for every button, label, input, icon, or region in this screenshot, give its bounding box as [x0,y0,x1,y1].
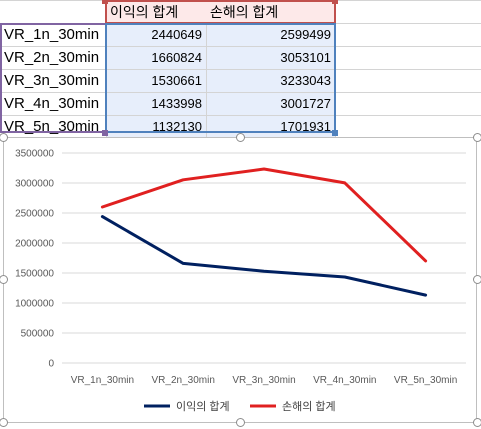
header-cell-loss[interactable]: 손해의 합계 [206,1,335,23]
x-axis-tick-labels: VR_1n_30min VR_2n_30min VR_3n_30min VR_4n_3… [71,375,458,386]
chart-resize-handle[interactable] [236,133,245,142]
header-cell-profit[interactable]: 이익의 합계 [106,1,206,23]
y-tick-label: 3000000 [15,179,54,190]
y-tick-label: 2000000 [15,239,54,250]
grid-line [0,92,481,93]
y-tick-label: 0 [48,359,54,370]
range-resize-handle[interactable] [332,130,338,136]
row-label-cell[interactable]: VR_3n_30min [4,72,100,89]
legend-label: 손해의 합계 [282,399,336,413]
value-range-highlight [105,23,336,133]
range-resize-handle[interactable] [102,0,108,4]
spreadsheet-range: 이익의 합계 손해의 합계 VR_1n_30min VR_2n_30min VR… [0,0,481,140]
profit-value-cell[interactable]: 1660824 [107,47,206,69]
y-tick-label: 1000000 [15,299,54,310]
grid-line [0,69,481,70]
profit-value-cell[interactable]: 1433998 [107,93,206,115]
row-label-cell[interactable]: VR_4n_30min [4,95,100,112]
row-label-cell[interactable]: VR_2n_30min [4,49,100,66]
range-resize-handle[interactable] [332,0,338,4]
x-tick-label: VR_2n_30min [152,375,215,386]
y-tick-label: 500000 [21,329,55,340]
grid-line [0,46,481,47]
category-range-highlight [0,23,107,133]
x-tick-label: VR_4n_30min [313,375,376,386]
row-label-cell[interactable]: VR_5n_30min [4,118,100,135]
loss-value-cell[interactable]: 3001727 [207,93,335,115]
series-line-1[interactable] [100,215,428,297]
grid-line [0,115,481,116]
y-axis-tick-labels: 0 500000 1000000 1500000 2000000 2500000 30000… [15,149,54,370]
loss-value-cell[interactable]: 3053101 [207,47,335,69]
y-tick-label: 2500000 [15,209,54,220]
chart-resize-handle[interactable] [473,275,481,284]
x-tick-label: VR_1n_30min [71,375,134,386]
y-tick-label: 1500000 [15,269,54,280]
series-line-2[interactable] [100,167,428,263]
chart-area[interactable]: 0 500000 1000000 1500000 2000000 2500000 30000… [3,137,477,423]
line-chart: 0 500000 1000000 1500000 2000000 2500000 30000… [15,149,466,413]
chart-resize-handle[interactable] [0,133,8,142]
row-label-cell[interactable]: VR_1n_30min [4,26,100,43]
y-tick-label: 3500000 [15,149,54,160]
chart-legend: 이익의 합계 손해의 합계 [144,399,336,413]
range-resize-handle[interactable] [102,130,108,136]
chart-series [100,167,428,297]
series-name-range-highlight [105,0,336,24]
x-tick-label: VR_5n_30min [394,375,457,386]
x-tick-label: VR_3n_30min [232,375,295,386]
chart-gridlines [62,152,466,364]
profit-value-cell[interactable]: 1530661 [107,70,206,92]
profit-value-cell[interactable]: 2440649 [107,24,206,46]
grid-line [206,0,207,140]
legend-label: 이익의 합계 [176,400,230,413]
chart-resize-handle[interactable] [0,275,8,284]
loss-value-cell[interactable]: 2599499 [207,24,335,46]
loss-value-cell[interactable]: 3233043 [207,70,335,92]
chart-resize-handle[interactable] [473,133,481,142]
